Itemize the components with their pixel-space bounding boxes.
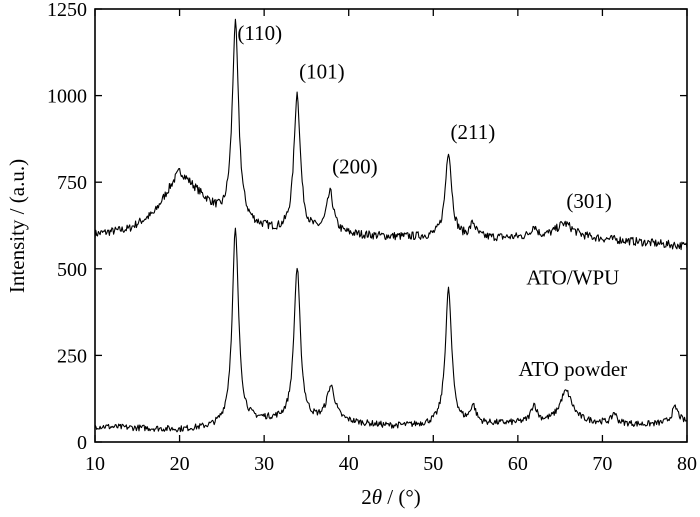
y-tick-label: 0 xyxy=(77,432,87,454)
x-axis-title: 2θ / (°) xyxy=(361,485,421,509)
series-line xyxy=(94,227,688,433)
x-tick-label: 20 xyxy=(170,453,190,475)
series-group xyxy=(94,18,688,433)
series-label: ATO powder xyxy=(518,357,627,381)
peak-annotation: (101) xyxy=(299,59,345,83)
x-tick-label: 70 xyxy=(592,453,612,475)
y-axis-title: Intensity / (a.u.) xyxy=(5,159,29,293)
x-tick-label: 80 xyxy=(677,453,697,475)
x-tick-label: 10 xyxy=(85,453,105,475)
peak-annotation: (211) xyxy=(451,120,496,144)
y-tick-label: 1250 xyxy=(47,0,87,21)
x-tick-label: 30 xyxy=(254,453,274,475)
y-tick-label: 500 xyxy=(57,259,87,281)
series-label: ATO/WPU xyxy=(526,265,619,289)
axis-ticks: 10 20 30 40 50 60 70 80 0 250 500 750 1000 1250 xyxy=(47,0,697,475)
x-tick-label: 40 xyxy=(339,453,359,475)
peak-annotation: (200) xyxy=(332,155,378,179)
y-tick-label: 1000 xyxy=(47,86,87,108)
y-tick-label: 250 xyxy=(57,345,87,367)
x-tick-label: 50 xyxy=(423,453,443,475)
peak-annotation: (301) xyxy=(566,189,612,213)
plot-frame xyxy=(94,8,688,443)
series-labels-group: ATO/WPU ATO powder xyxy=(518,265,627,381)
x-tick-label: 60 xyxy=(508,453,528,475)
y-tick-label: 750 xyxy=(57,172,87,194)
annotations-group: (110) (101) (200) (211) (301) xyxy=(237,21,611,213)
series-line xyxy=(94,18,688,251)
peak-annotation: (110) xyxy=(237,21,282,45)
